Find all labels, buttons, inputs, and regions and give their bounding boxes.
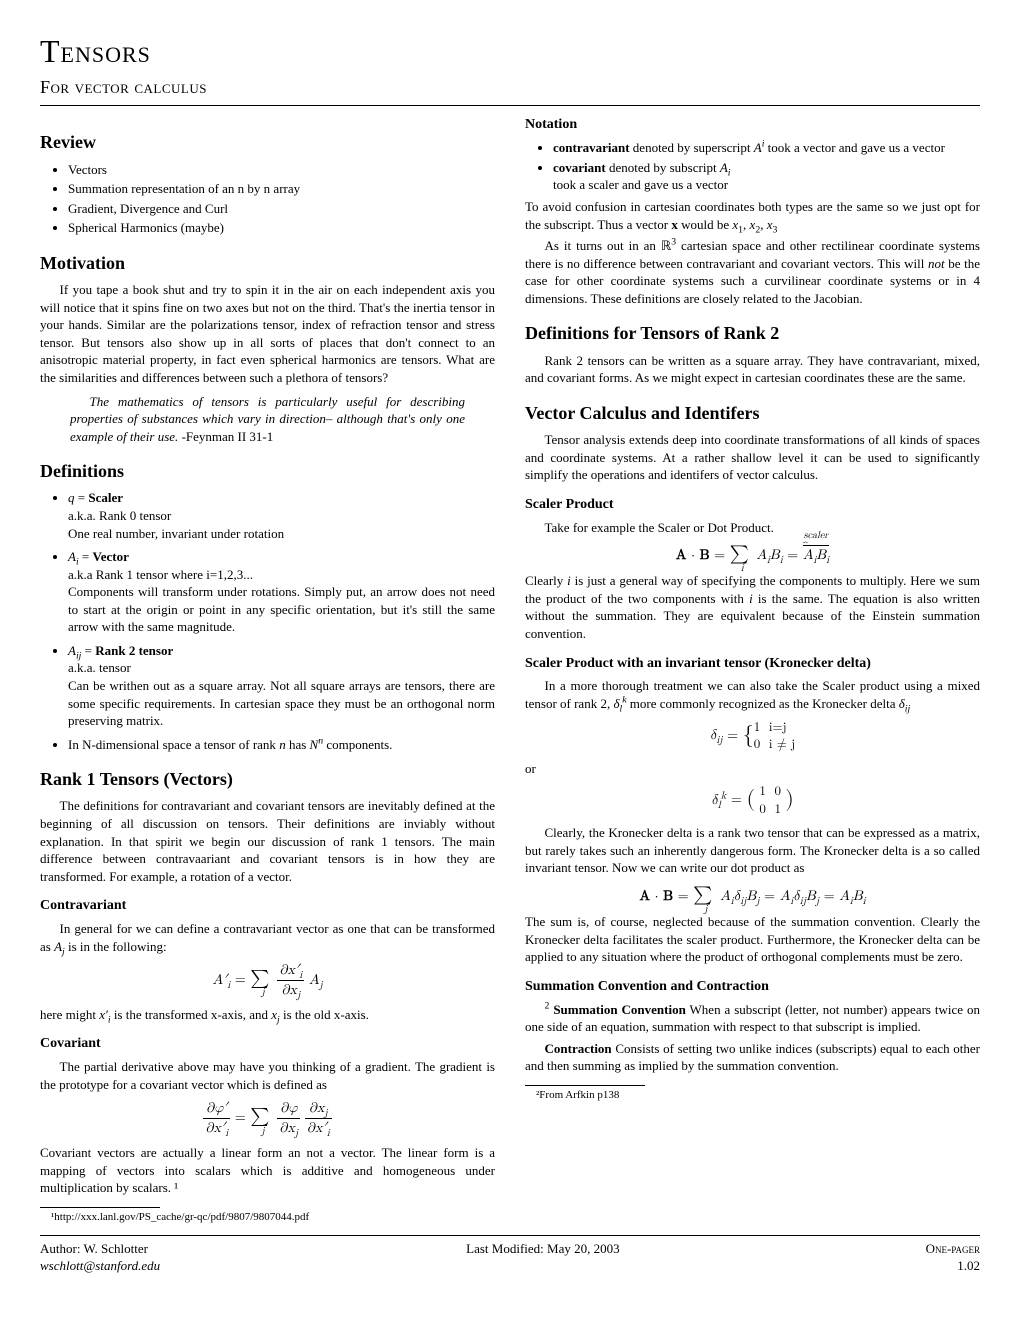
footer-email: wschlott@stanford.edu xyxy=(40,1258,160,1273)
rank1-heading: Rank 1 Tensors (Vectors) xyxy=(40,767,495,791)
definitions-heading: Definitions xyxy=(40,459,495,483)
contravariant-heading: Contravariant xyxy=(40,897,495,916)
kronecker-para3: The sum is, of course, neglected because… xyxy=(525,913,980,966)
list-item: Summation representation of an n by n ar… xyxy=(68,180,495,198)
def-aka: a.k.a. Rank 0 tensor xyxy=(68,508,171,523)
contravariant-eq: A′i = ∑j ∂x′i∂xj Aj xyxy=(40,961,495,1000)
notation-contravariant: contravariant denoted by superscript Ai … xyxy=(553,139,980,157)
summation-heading: Summation Convention and Contraction xyxy=(525,978,980,997)
footnote-rule-left xyxy=(40,1207,160,1208)
footer-center: Last Modified: May 20, 2003 xyxy=(466,1240,619,1275)
def-name: Rank 2 tensor xyxy=(95,643,173,658)
covariant-heading: Covariant xyxy=(40,1035,495,1054)
footnote-1: ¹http://xxx.lanl.gov/PS_cache/gr-qc/pdf/… xyxy=(40,1210,495,1225)
notation-name: covariant xyxy=(553,160,606,175)
def-desc: One real number, invariant under rotatio… xyxy=(68,526,284,541)
def-vector: Ai = Vector a.k.a Rank 1 tensor where i=… xyxy=(68,548,495,636)
two-column-layout: Review Vectors Summation representation … xyxy=(40,116,980,1224)
notation-list: contravariant denoted by superscript Ai … xyxy=(525,139,980,194)
covariant-after: Covariant vectors are actually a linear … xyxy=(40,1144,495,1197)
definitions-list: q = Scaler a.k.a. Rank 0 tensor One real… xyxy=(40,489,495,753)
contravariant-para: In general for we can define a contravar… xyxy=(40,920,495,955)
footer-author: Author: W. Schlotter xyxy=(40,1241,148,1256)
kronecker-para1: In a more thorough treatment we can also… xyxy=(525,677,980,712)
def-name: Scaler xyxy=(88,490,123,505)
motivation-para: If you tape a book shut and try to spin … xyxy=(40,281,495,386)
kronecker-matrix: δlk = ( 1 0 0 1 ) xyxy=(525,783,980,818)
kronecker-cases: δij = {1 i=j0 i ≠ j xyxy=(525,719,980,754)
list-item: Gradient, Divergence and Curl xyxy=(68,200,495,218)
page-title: Tensors xyxy=(40,30,980,73)
scaler-after: Clearly i is just a general way of speci… xyxy=(525,572,980,642)
contravariant-after: here might x′i is the transformed x-axis… xyxy=(40,1006,495,1024)
feynman-quote: The mathematics of tensors is particular… xyxy=(70,393,465,446)
def-ndim: In N-dimensional space a tensor of rank … xyxy=(68,736,495,754)
footer-left: Author: W. Schlotter wschlott@stanford.e… xyxy=(40,1240,160,1275)
notation-covariant: covariant denoted by subscript Aitook a … xyxy=(553,159,980,194)
covariant-eq: ∂φ′∂x′i = ∑j ∂φ∂xj ∂xj∂x′i xyxy=(40,1099,495,1138)
footer-version: 1.02 xyxy=(957,1258,980,1273)
notation-desc2: took a scaler and gave us a vector xyxy=(553,177,728,192)
contraction-label: Contraction xyxy=(545,1041,612,1056)
notation-para1: To avoid confusion in cartesian coordina… xyxy=(525,198,980,233)
rank2-heading: Definitions for Tensors of Rank 2 xyxy=(525,321,980,345)
contraction: Contraction Consists of setting two unli… xyxy=(525,1040,980,1075)
def-aka: a.k.a. tensor xyxy=(68,660,131,675)
list-item: Spherical Harmonics (maybe) xyxy=(68,219,495,237)
notation-para2: As it turns out in an ℝ3 cartesian space… xyxy=(525,237,980,307)
left-column: Review Vectors Summation representation … xyxy=(40,116,495,1224)
footer-right: One-pager 1.02 xyxy=(926,1240,980,1275)
notation-name: contravariant xyxy=(553,140,630,155)
page-subtitle: For vector calculus xyxy=(40,75,980,99)
vc-heading: Vector Calculus and Identifers xyxy=(525,401,980,425)
kronecker-heading: Scaler Product with an invariant tensor … xyxy=(525,655,980,674)
kronecker-para2: Clearly, the Kronecker delta is a rank t… xyxy=(525,824,980,877)
def-name: Vector xyxy=(93,549,129,564)
page-footer: Author: W. Schlotter wschlott@stanford.e… xyxy=(40,1235,980,1275)
def-rank2: Aij = Rank 2 tensor a.k.a. tensor Can be… xyxy=(68,642,495,730)
list-item: Vectors xyxy=(68,161,495,179)
rank1-para: The definitions for contravariant and co… xyxy=(40,797,495,885)
kronecker-dot-eq: A · B = ∑j AiδijBj = AiδijBj = AiBi xyxy=(525,883,980,907)
footnote-2: ²From Arfkin p138 xyxy=(525,1088,980,1103)
footer-brand: One-pager xyxy=(926,1241,980,1256)
scaler-eq: A · B = ∑i AiBi = scaler⏞AiBi xyxy=(525,542,980,566)
right-column: Notation contravariant denoted by supers… xyxy=(525,116,980,1224)
def-desc: Components will transform under rotation… xyxy=(68,583,495,636)
scaler-para: Take for example the Scaler or Dot Produ… xyxy=(525,519,980,537)
quote-cite: -Feynman II 31-1 xyxy=(182,429,274,444)
kronecker-or: or xyxy=(525,760,980,778)
scaler-heading: Scaler Product xyxy=(525,496,980,515)
rank2-para: Rank 2 tensors can be written as a squar… xyxy=(525,352,980,387)
motivation-heading: Motivation xyxy=(40,251,495,275)
title-rule xyxy=(40,105,980,106)
vc-para: Tensor analysis extends deep into coordi… xyxy=(525,431,980,484)
notation-heading: Notation xyxy=(525,116,980,135)
covariant-para: The partial derivative above may have yo… xyxy=(40,1058,495,1093)
review-heading: Review xyxy=(40,130,495,154)
def-scaler: q = Scaler a.k.a. Rank 0 tensor One real… xyxy=(68,489,495,542)
def-aka: a.k.a Rank 1 tensor where i=1,2,3... xyxy=(68,567,253,582)
def-desc: Can be writhen out as a square array. No… xyxy=(68,677,495,730)
review-list: Vectors Summation representation of an n… xyxy=(40,161,495,237)
summation-conv: 2 Summation Convention When a subscript … xyxy=(525,1001,980,1036)
footnote-rule-right xyxy=(525,1085,645,1086)
